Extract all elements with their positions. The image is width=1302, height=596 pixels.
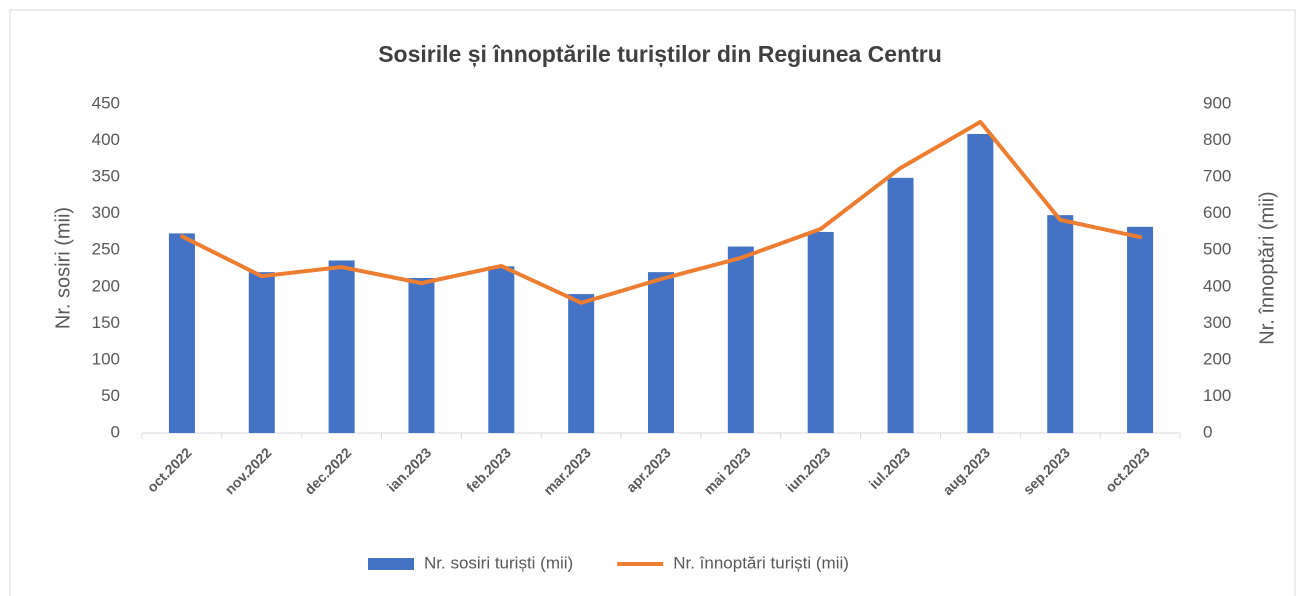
legend-label: Nr. sosiri turiști (mii) [424,553,573,572]
bar [807,231,834,433]
bar [1127,226,1154,433]
y-tick-label: 50 [101,386,120,405]
legend-swatch [368,558,414,570]
y-axis-label: Nr. sosiri (mii) [52,207,74,329]
bar [967,133,994,433]
y2-tick-label: 900 [1203,93,1231,112]
bar [168,233,195,433]
y-tick-label: 350 [92,167,120,186]
y-tick-label: 300 [92,203,120,222]
y-tick-label: 150 [92,313,120,332]
x-tick-label: oct.2023 [1102,444,1153,495]
bar [408,278,435,433]
y2-tick-label: 500 [1203,240,1231,259]
bar [568,294,595,433]
y2-tick-label: 300 [1203,313,1231,332]
y2-tick-label: 600 [1203,203,1231,222]
x-tick-label: iul.2023 [866,444,914,492]
y2-axis-label: Nr. înnoptări (mii) [1256,191,1278,344]
y-tick-label: 100 [92,349,120,368]
x-tick-label: dec.2022 [301,444,354,497]
x-tick-label: mar.2023 [540,444,594,498]
y-tick-label: 450 [92,93,120,112]
y-tick-label: 200 [92,276,120,295]
x-tick-label: feb.2023 [463,444,514,495]
bar [887,177,914,433]
y2-tick-label: 700 [1203,167,1231,186]
x-tick-label: apr.2023 [623,444,674,495]
y2-tick-label: 400 [1203,276,1231,295]
bar [1047,215,1074,433]
bar [488,266,515,433]
chart-border [9,9,1296,596]
x-tick-label: aug.2023 [939,444,993,498]
line [179,119,1143,305]
x-tick-label: nov.2022 [222,444,275,497]
y-tick-label: 250 [92,240,120,259]
y2-tick-label: 200 [1203,349,1231,368]
y2-tick-label: 0 [1203,422,1212,441]
x-tick-label: mai 2023 [700,444,753,497]
y2-tick-label: 800 [1203,130,1231,149]
y2-tick-label: 100 [1203,386,1231,405]
y-tick-label: 400 [92,130,120,149]
x-tick-label: oct.2022 [144,444,195,495]
bar [648,272,674,433]
bar [328,260,355,433]
x-tick-label: ian.2023 [384,444,435,495]
x-tick-label: sep.2023 [1020,444,1073,497]
y-tick-label: 0 [111,422,120,441]
legend-label: Nr. înnoptări turiști (mii) [673,553,849,572]
chart-title: Sosirile și înnoptările turiștilor din R… [378,41,942,68]
bar [248,272,275,433]
x-tick-label: iun.2023 [782,444,833,495]
bar [727,246,754,433]
